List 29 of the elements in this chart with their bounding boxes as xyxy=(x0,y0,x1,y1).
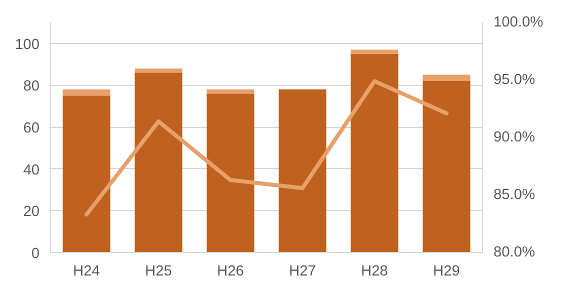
y-tick-label: 100 xyxy=(15,36,40,53)
y-tick-label: 0 xyxy=(31,246,40,262)
bar xyxy=(350,50,398,54)
bar xyxy=(278,89,326,252)
y-tick-label: 80 xyxy=(23,78,40,95)
bar xyxy=(422,74,470,82)
bar xyxy=(206,94,254,252)
x-tick-label: H27 xyxy=(289,264,316,280)
y2-tick-label: 80.0% xyxy=(494,244,536,260)
x-tick-label: H25 xyxy=(145,264,172,280)
bar xyxy=(62,96,110,252)
bar xyxy=(422,81,470,252)
x-tick-label: H29 xyxy=(433,264,460,280)
y2-tick-label: 100.0% xyxy=(494,14,544,30)
bar xyxy=(62,89,110,96)
bar xyxy=(134,68,182,73)
y2-tick-label: 90.0% xyxy=(494,130,536,146)
line-series xyxy=(84,79,448,217)
x-tick-label: H24 xyxy=(73,264,100,280)
y-tick-label: 40 xyxy=(23,162,40,178)
y2-tick-label: 95.0% xyxy=(494,72,536,88)
x-tick-label: H26 xyxy=(217,264,244,280)
bar xyxy=(350,54,398,252)
y-tick-label: 20 xyxy=(23,204,40,220)
bar xyxy=(134,72,182,252)
y2-tick-label: 85.0% xyxy=(494,187,536,203)
x-tick-label: H28 xyxy=(361,264,388,280)
bar xyxy=(206,89,254,94)
y-tick-label: 60 xyxy=(23,120,40,137)
